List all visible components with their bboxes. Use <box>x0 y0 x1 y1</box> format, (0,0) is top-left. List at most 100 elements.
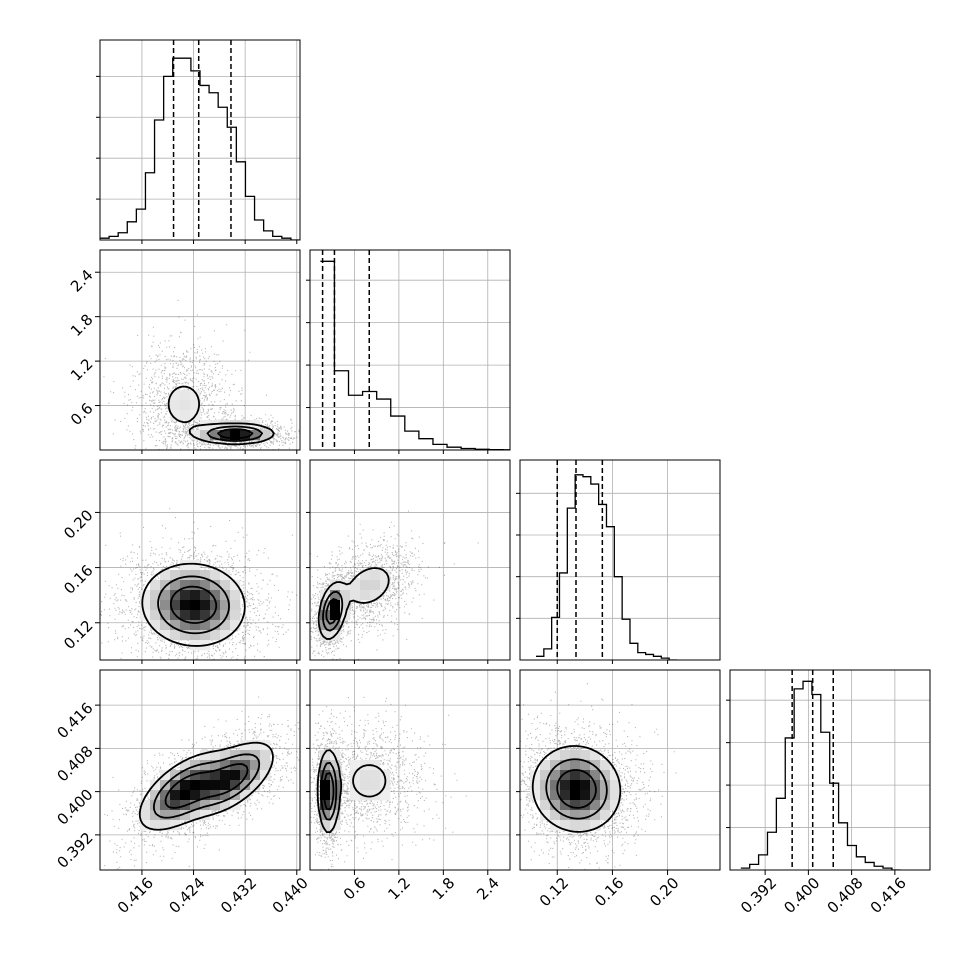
density-cell <box>260 750 271 761</box>
density-cell <box>220 770 231 781</box>
density-cell <box>210 600 221 611</box>
density-cell <box>540 790 551 801</box>
contour-line <box>152 753 261 819</box>
density-cell <box>330 580 341 591</box>
panel-frame <box>99 39 301 241</box>
density-cell <box>560 820 571 831</box>
density-cell <box>170 790 181 801</box>
density-cell <box>170 600 181 611</box>
panel-frame <box>309 459 511 661</box>
density-cell <box>190 780 201 791</box>
density-cell <box>320 750 331 761</box>
density-cell <box>150 820 161 831</box>
density-cell <box>200 800 211 811</box>
panel-frame <box>309 249 511 451</box>
density-cell <box>200 610 211 621</box>
density-cell <box>540 800 551 811</box>
density-cell <box>250 780 261 791</box>
density-cell <box>200 750 211 761</box>
density-cell <box>210 750 221 761</box>
density-cell <box>370 760 381 771</box>
density-cell <box>140 800 151 811</box>
density-cell <box>210 570 221 581</box>
density-cell <box>160 630 171 641</box>
density-cell <box>560 780 571 791</box>
density-cell <box>150 790 161 801</box>
density-cell <box>580 790 591 801</box>
density-cell <box>160 800 171 811</box>
density-cell <box>320 770 331 781</box>
density-cell <box>210 770 221 781</box>
density-cell <box>540 760 551 771</box>
density-cell <box>210 420 221 431</box>
scatter-points <box>103 299 300 450</box>
density-cell <box>240 790 251 801</box>
density-cell <box>210 620 221 631</box>
contour-line <box>217 428 254 440</box>
density-cell <box>160 610 171 621</box>
density-cell <box>600 810 611 821</box>
contour-line <box>531 745 622 833</box>
density-cell <box>180 790 191 801</box>
density-cell <box>170 580 181 591</box>
density-cell <box>350 590 361 601</box>
panel-content <box>100 508 298 660</box>
histogram-step <box>740 680 901 870</box>
density-cell <box>230 430 241 441</box>
density-cell <box>600 790 611 801</box>
density-cell <box>550 800 561 811</box>
density-cell <box>170 810 181 821</box>
density-cell <box>330 620 341 631</box>
density-cell <box>230 770 241 781</box>
density-cell <box>590 750 601 761</box>
density-cell <box>210 580 221 591</box>
density-cell <box>190 590 201 601</box>
density-cell <box>540 810 551 821</box>
density-cell <box>380 580 391 591</box>
density-cell <box>560 790 571 801</box>
density-cell <box>320 790 331 801</box>
density-cell <box>180 630 191 641</box>
density-cell <box>580 780 591 791</box>
density-cell <box>610 770 621 781</box>
density-cell <box>360 570 371 581</box>
density-cell <box>530 790 541 801</box>
contour-line <box>141 562 246 647</box>
contour-line <box>545 758 608 820</box>
histogram-step <box>320 260 510 450</box>
density-cell <box>250 750 261 761</box>
density-cell <box>610 780 621 791</box>
density-cell <box>350 580 361 591</box>
scatter-panel-1-2 <box>309 459 511 661</box>
density-cell <box>600 770 611 781</box>
density-cell <box>190 580 201 591</box>
density-cell <box>210 800 221 811</box>
contour-line <box>157 575 230 635</box>
density-cell <box>320 780 331 791</box>
density-cell <box>160 820 171 831</box>
density-cell <box>170 800 181 811</box>
density-cell <box>570 810 581 821</box>
density-cell <box>250 760 261 771</box>
density-cell <box>190 600 201 611</box>
contour-line <box>322 772 335 811</box>
density-cell <box>550 780 561 791</box>
density-cell <box>140 810 151 821</box>
density-cell <box>370 770 381 781</box>
scatter-panel-2-3 <box>519 669 721 871</box>
density-cell <box>610 800 621 811</box>
density-cell <box>220 420 231 431</box>
density-cell <box>190 770 201 781</box>
density-cell <box>230 590 241 601</box>
panel-frame <box>309 669 511 871</box>
density-cell <box>180 770 191 781</box>
density-cell <box>160 790 171 801</box>
density-cell <box>600 800 611 811</box>
density-cell <box>160 600 171 611</box>
density-cell <box>240 430 251 441</box>
density-cell <box>340 600 351 611</box>
density-cell <box>350 790 361 801</box>
density-cell <box>320 820 331 831</box>
density-cell <box>180 780 191 791</box>
density-cell <box>200 630 211 641</box>
